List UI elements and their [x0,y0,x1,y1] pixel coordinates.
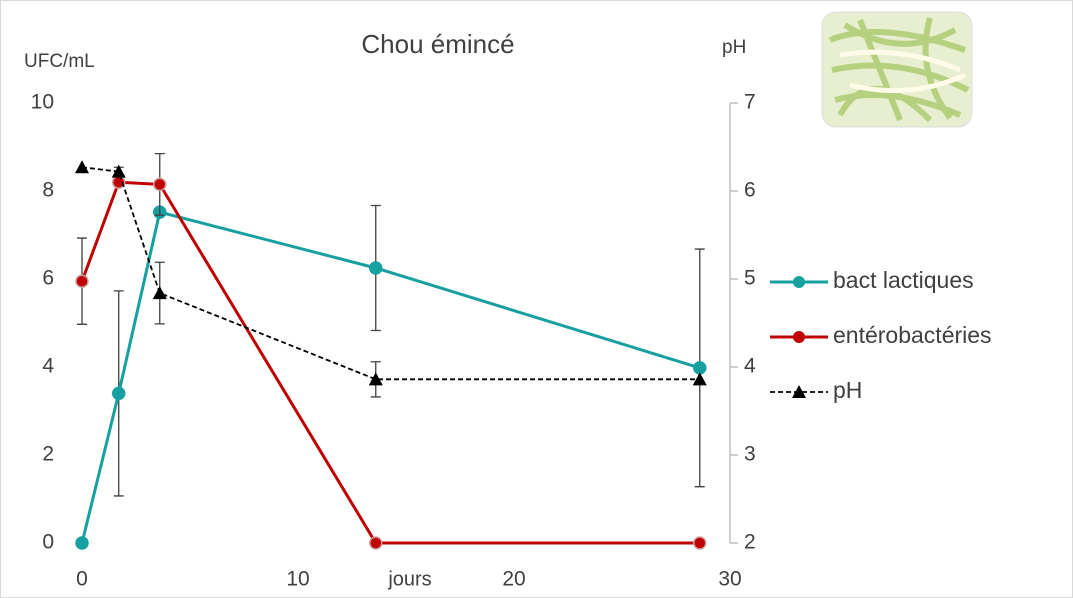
marker [368,372,383,386]
y2-axis-title: pH [722,37,746,58]
marker [693,361,707,375]
marker [75,160,89,174]
legend-label: bact lactiques [833,267,974,293]
marker [369,261,383,275]
legend-label: pH [833,377,862,403]
y2-tick-label: 6 [744,179,756,202]
y-tick-label: 10 [31,91,54,114]
legend-marker [792,385,806,398]
chart-title: Chou émincé [361,29,514,59]
legend-marker [793,276,805,288]
y-tick-label: 6 [42,267,54,290]
marker [692,372,707,386]
y-tick-label: 0 [42,531,54,554]
x-tick-label: 20 [502,568,525,591]
y-axis-title: UFC/mL [24,51,95,72]
marker [75,274,89,288]
legend-label: entérobactéries [833,322,992,348]
marker [75,536,89,550]
marker [111,386,126,401]
y-tick-label: 4 [42,355,54,378]
marker [693,536,707,550]
legend-marker [793,331,805,343]
marker [152,286,167,300]
x-tick-label: 0 [76,568,88,591]
y2-tick-label: 4 [744,355,756,378]
y2-tick-label: 3 [744,443,756,466]
y2-tick-label: 5 [744,267,756,290]
y2-tick-label: 7 [744,91,756,114]
thumbnail [821,11,973,128]
y-tick-label: 8 [42,179,54,202]
marker [153,177,167,192]
y-tick-label: 2 [42,443,54,466]
x-tick-label: 10 [286,568,309,591]
y2-tick-label: 2 [744,531,756,554]
marker [111,164,126,178]
x-axis-title: jours [387,568,431,590]
x-tick-label: 30 [718,568,741,591]
marker [369,536,383,550]
series-line [81,166,700,381]
